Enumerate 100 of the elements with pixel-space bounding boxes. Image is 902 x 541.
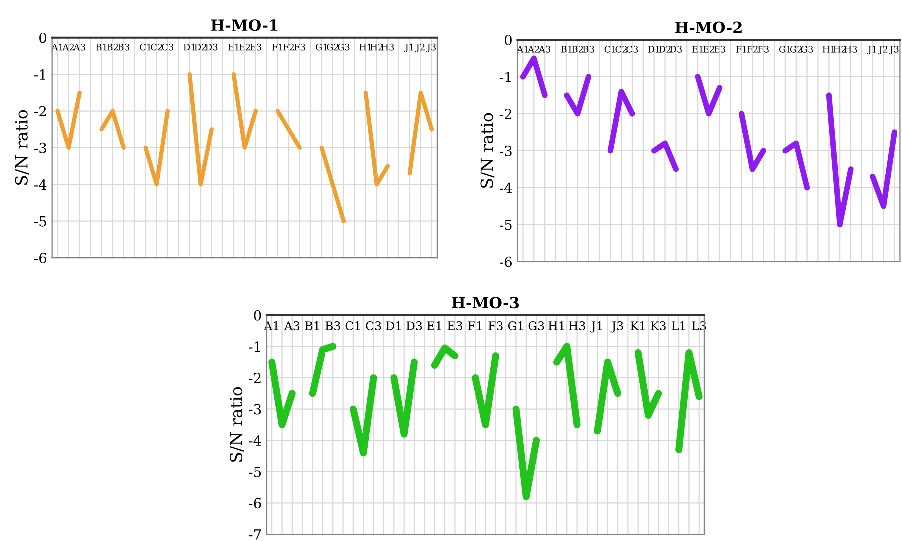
x-tick-label: F2 [283, 44, 294, 51]
x-tick-label: J1 [867, 46, 876, 55]
x-tick-label: C3 [162, 44, 174, 51]
y-tick-label: -2 [34, 106, 46, 117]
y-tick-label: 0 [40, 32, 47, 44]
x-tick-label: E3 [250, 44, 262, 51]
y-tick-label: -6 [34, 253, 47, 264]
x-tick-label: K3 [651, 322, 666, 330]
y-tick-label: -6 [249, 498, 262, 509]
y-tick-label: -4 [249, 436, 262, 446]
x-tick-label: J2 [878, 46, 888, 55]
x-tick-label: D1 [648, 46, 660, 53]
x-tick-label: G1 [508, 322, 524, 330]
x-tick-label: F1 [272, 44, 283, 51]
x-tick-label: C1 [604, 46, 616, 53]
chart-title: H-MO-1 [211, 20, 278, 32]
y-tick-label: -6 [500, 256, 512, 268]
x-tick-label: F2 [747, 46, 758, 53]
y-tick-label: -3 [34, 142, 46, 154]
x-tick-label: H3 [382, 44, 394, 51]
x-tick-label: A3 [284, 322, 300, 330]
x-tick-label: D1 [184, 44, 196, 51]
x-tick-label: B2 [107, 44, 118, 51]
x-tick-label: F1 [736, 46, 746, 53]
y-tick-label: -4 [34, 180, 47, 190]
x-tick-label: G3 [801, 46, 814, 53]
x-tick-label: A2 [62, 44, 74, 51]
x-tick-label: E1 [427, 322, 442, 330]
x-tick-label: C1 [140, 44, 151, 51]
x-tick-label: B3 [326, 322, 340, 330]
x-tick-label: A1 [52, 44, 63, 51]
x-tick-label: C2 [616, 46, 627, 53]
y-tick-label: -5 [34, 216, 46, 227]
y-axis-title: S/N ratio [230, 387, 244, 462]
x-tick-label: F3 [758, 46, 769, 53]
y-tick-label: -5 [500, 220, 512, 230]
y-tick-label: 0 [254, 310, 262, 321]
x-tick-label: A3 [538, 46, 551, 53]
x-tick-label: B3 [583, 46, 594, 53]
x-tick-label: C3 [366, 322, 382, 330]
y-tick-label: -2 [249, 372, 261, 384]
x-tick-label: E1 [692, 46, 703, 53]
x-tick-label: J3 [426, 44, 436, 52]
y-tick-label: -7 [249, 530, 262, 540]
y-axis-title: S/N ratio [15, 110, 30, 185]
x-tick-label: J1 [404, 44, 414, 52]
y-tick-label: -1 [249, 342, 260, 352]
x-tick-label: F3 [488, 322, 503, 330]
x-tick-label: E2 [703, 46, 714, 53]
y-tick-label: -1 [500, 72, 511, 82]
x-tick-label: C1 [346, 322, 360, 330]
x-tick-label: F1 [468, 322, 482, 330]
y-tick-label: -4 [500, 182, 512, 194]
x-tick-label: J3 [610, 322, 624, 333]
x-tick-label: D3 [406, 322, 422, 330]
x-tick-label: F3 [294, 44, 306, 51]
y-tick-label: 0 [504, 35, 512, 46]
x-tick-label: G2 [326, 44, 339, 51]
chart-title: H-MO-2 [675, 22, 742, 34]
x-tick-label: H1 [548, 322, 564, 330]
y-tick-label: -3 [249, 404, 262, 415]
x-tick-label: E3 [714, 46, 726, 53]
x-tick-label: J2 [416, 44, 425, 52]
y-tick-label: -5 [249, 467, 262, 478]
x-tick-label: B1 [561, 46, 572, 53]
x-tick-label: H2 [370, 44, 383, 51]
x-tick-label: B3 [118, 44, 130, 51]
x-tick-label: E1 [228, 44, 239, 51]
x-tick-label: G1 [779, 46, 791, 53]
x-tick-label: E2 [239, 44, 250, 51]
x-tick-label: G3 [338, 44, 350, 51]
x-tick-label: A1 [517, 46, 528, 53]
x-tick-label: E3 [448, 322, 462, 330]
x-tick-label: B2 [572, 46, 584, 53]
y-tick-label: -2 [500, 108, 512, 120]
x-tick-label: D2 [659, 46, 671, 53]
x-tick-label: B1 [96, 44, 107, 51]
x-tick-label: H3 [569, 322, 586, 330]
x-tick-label: A2 [528, 46, 540, 53]
y-tick-label: -1 [34, 70, 46, 80]
x-tick-label: B1 [305, 322, 320, 330]
x-tick-label: K1 [630, 322, 645, 330]
x-tick-label: L1 [672, 322, 686, 330]
x-tick-label: C3 [626, 46, 638, 53]
x-tick-label: D1 [386, 322, 401, 330]
chart-title: H-MO-3 [452, 297, 520, 309]
x-tick-label: D3 [670, 46, 682, 53]
y-axis-title: S/N ratio [480, 113, 495, 188]
x-tick-label: C2 [151, 44, 162, 51]
x-tick-label: G2 [790, 46, 802, 53]
x-tick-label: J1 [590, 322, 602, 333]
x-tick-label: H1 [360, 44, 372, 51]
x-tick-label: D3 [206, 44, 218, 51]
y-tick-label: -3 [500, 146, 512, 156]
x-tick-label: G1 [316, 44, 328, 51]
x-tick-label: G3 [528, 322, 544, 330]
x-tick-label: D2 [194, 44, 206, 51]
x-tick-label: H1 [822, 46, 835, 53]
x-tick-label: A3 [74, 44, 86, 51]
x-tick-label: J3 [889, 46, 899, 55]
